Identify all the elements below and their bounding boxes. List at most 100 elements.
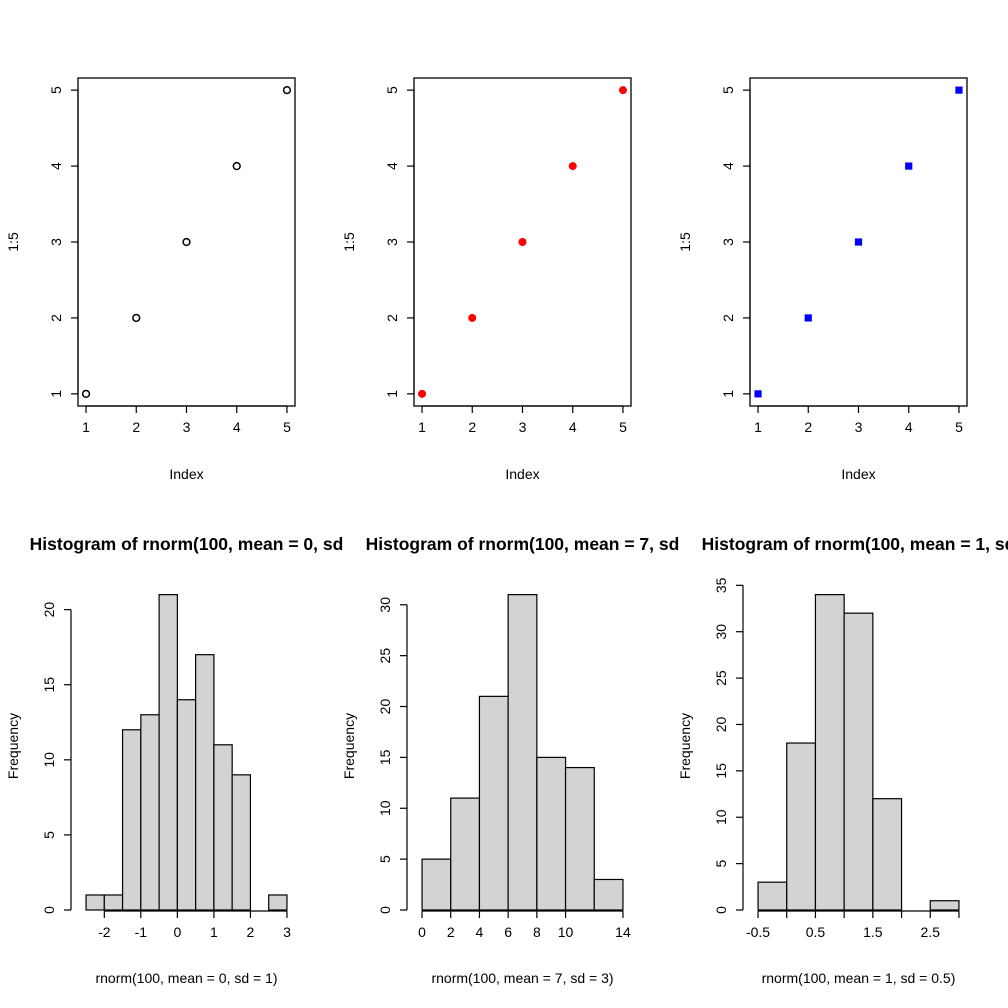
y-tick-label: 1 [48, 390, 64, 398]
data-point [804, 314, 812, 322]
y-tick-label: 5 [377, 855, 393, 863]
data-point [568, 162, 577, 171]
y-tick-label: 4 [384, 162, 400, 170]
y-tick-label: 4 [720, 162, 736, 170]
data-point [418, 389, 427, 398]
histogram-bar [593, 878, 624, 911]
x-axis-title: Index [505, 466, 539, 482]
x-tick-label: 10 [558, 924, 574, 940]
data-point [905, 162, 913, 170]
x-tick-label: 2 [804, 419, 812, 435]
y-tick-label: 15 [713, 763, 729, 779]
x-tick-label: 4 [233, 419, 241, 435]
x-tick-label: 3 [283, 924, 291, 940]
y-tick-label: 2 [720, 314, 736, 322]
y-tick-label: 5 [41, 831, 57, 839]
data-point [618, 86, 627, 95]
histogram-bar [421, 858, 452, 911]
histogram-bar [843, 612, 874, 911]
x-tick-label: 1 [82, 419, 90, 435]
y-tick-label: 3 [720, 238, 736, 246]
x-axis-title: rnorm(100, mean = 7, sd = 3) [431, 970, 613, 986]
x-tick-label: 4 [569, 419, 577, 435]
y-axis-title: Frequency [341, 713, 357, 779]
data-point [955, 86, 963, 94]
y-tick-label: 35 [713, 577, 729, 593]
x-tick-label: -0.5 [746, 924, 770, 940]
histogram-bar [872, 798, 903, 911]
data-point [754, 390, 762, 398]
y-tick-label: 20 [713, 716, 729, 732]
y-tick-label: 15 [41, 677, 57, 693]
x-tick-label: 5 [619, 419, 627, 435]
x-tick-label: 2 [468, 419, 476, 435]
histogram-bar [121, 729, 142, 911]
chart-panel-2: 1 2 3 4 5 Index 1 2 3 4 5 1:5 [341, 77, 632, 482]
x-tick-label: 3 [183, 419, 191, 435]
x-axis-title: Index [841, 466, 875, 482]
histogram-bar [176, 699, 197, 911]
data-point [232, 161, 241, 171]
x-tick-label: -1 [135, 924, 148, 940]
x-tick-label: 14 [615, 924, 631, 940]
chart-title: Histogram of rnorm(100, mean = 7, sd [366, 534, 680, 554]
x-axis-title: rnorm(100, mean = 0, sd = 1) [95, 970, 277, 986]
y-tick-label: 5 [384, 86, 400, 94]
x-tick-label: 0.5 [806, 924, 826, 940]
histogram-bar [564, 766, 595, 911]
y-tick-label: 2 [48, 314, 64, 322]
y-tick-label: 25 [713, 670, 729, 686]
x-tick-label: 4 [905, 419, 913, 435]
chart-panel-4: Histogram of rnorm(100, mean = 0, sd -2 -1… [5, 534, 343, 986]
x-axis-title: Index [169, 466, 203, 482]
y-tick-label: 4 [48, 162, 64, 170]
x-tick-label: 6 [504, 924, 512, 940]
chart-panel-1: 1 2 3 4 5 Index 1 2 3 4 5 1:5 [5, 77, 296, 482]
chart-title: Histogram of rnorm(100, mean = 0, sd [30, 534, 344, 554]
y-tick-label: 2 [384, 314, 400, 322]
y-tick-label: 0 [377, 906, 393, 914]
chart-title: Histogram of rnorm(100, mean = 1, sd [702, 534, 1008, 554]
x-tick-label: 4 [476, 924, 484, 940]
x-tick-label: 8 [533, 924, 541, 940]
y-tick-label: 15 [377, 749, 393, 765]
x-tick-label: -2 [98, 924, 111, 940]
histogram-bar [213, 744, 233, 911]
x-tick-label: 2 [132, 419, 140, 435]
y-axis-title: Frequency [5, 713, 21, 779]
y-tick-label: 0 [41, 906, 57, 914]
x-tick-label: 3 [855, 419, 863, 435]
x-tick-label: 1.5 [863, 924, 883, 940]
histogram-bar [140, 714, 160, 911]
histogram-bar [450, 797, 481, 911]
y-tick-label: 30 [713, 624, 729, 640]
y-tick-label: 3 [48, 238, 64, 246]
x-tick-label: 1 [418, 419, 426, 435]
y-axis-title: 1:5 [341, 232, 357, 252]
y-tick-label: 20 [41, 602, 57, 618]
data-point [282, 85, 292, 95]
histogram-bar [103, 894, 124, 911]
histogram-bar [757, 881, 788, 911]
x-tick-label: 0 [173, 924, 181, 940]
x-tick-label: 0 [418, 924, 426, 940]
data-point [468, 313, 477, 322]
x-tick-label: 2 [247, 924, 255, 940]
data-point [854, 238, 863, 246]
data-point [518, 238, 527, 246]
x-tick-label: 1 [210, 924, 218, 940]
histogram-bar [231, 774, 252, 911]
chart-panel-6: Histogram of rnorm(100, mean = 1, sd -0.5… [677, 534, 1008, 986]
data-point [81, 389, 91, 399]
histogram-bar [786, 742, 817, 911]
y-tick-label: 20 [377, 699, 393, 715]
histogram-bar [507, 594, 538, 911]
x-tick-label: 1 [754, 419, 762, 435]
y-tick-label: 1 [720, 390, 736, 398]
chart-panel-5: Histogram of rnorm(100, mean = 7, sd 0 2 4 6… [341, 534, 679, 986]
x-tick-label: 5 [955, 419, 963, 435]
x-tick-label: 2.5 [921, 924, 941, 940]
histogram-bar [478, 695, 509, 911]
histogram-bar [268, 894, 288, 911]
